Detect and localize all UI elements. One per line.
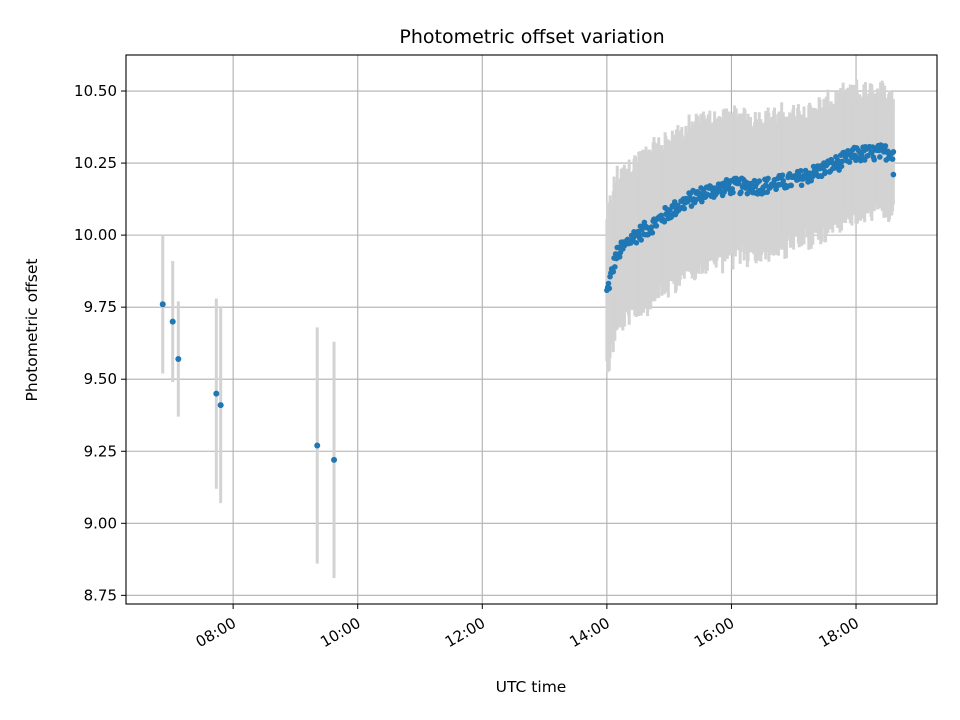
data-point (808, 177, 814, 184)
x-tick-label: 10:00 (317, 614, 363, 651)
x-tick-label: 18:00 (816, 614, 862, 651)
y-tick-label: 9.75 (84, 298, 117, 316)
plot-frame (125, 54, 938, 605)
y-tick-label: 9.25 (84, 442, 117, 460)
data-point (638, 237, 644, 243)
data-point (788, 182, 795, 189)
data-point (612, 264, 618, 270)
data-point (764, 189, 771, 195)
data-point (169, 318, 176, 325)
x-tick-label: 08:00 (193, 614, 239, 651)
data-point (175, 356, 182, 363)
y-tick-label: 9.00 (84, 514, 117, 532)
data-point (633, 239, 640, 246)
data-point (213, 390, 220, 397)
data-point (730, 189, 736, 196)
data-point (649, 229, 656, 236)
x-tick-label: 14:00 (566, 614, 612, 651)
data-point (331, 456, 338, 463)
data-point (653, 223, 660, 229)
error-bar-layer (161, 79, 895, 579)
data-point (839, 158, 846, 165)
data-point (882, 143, 889, 149)
chart-title: Photometric offset variation (399, 26, 664, 48)
x-tick-label: 12:00 (442, 614, 488, 651)
data-point (890, 171, 897, 178)
data-point (616, 254, 623, 260)
y-tick-label: 10.50 (74, 82, 117, 100)
data-point (890, 149, 897, 155)
data-point (871, 156, 878, 163)
data-point (889, 156, 896, 162)
data-point (798, 167, 804, 174)
data-point (610, 268, 617, 275)
data-point (606, 285, 613, 292)
y-tick-label: 10.25 (74, 154, 117, 172)
data-point (822, 169, 829, 175)
data-point (681, 205, 688, 212)
data-point (846, 159, 853, 165)
x-axis-ticks: 08:00 10:00 12:00 14:00 16:00 18:00 (193, 604, 862, 651)
data-point (877, 154, 883, 160)
data-point (838, 163, 845, 170)
data-point (217, 402, 224, 409)
data-point (605, 280, 612, 287)
y-tick-label: 10.00 (74, 226, 117, 244)
data-point (661, 219, 668, 225)
data-point (780, 177, 787, 184)
y-axis-label: Photometric offset (23, 259, 41, 402)
y-tick-label: 9.50 (84, 370, 117, 388)
y-axis-ticks: 8.75 9.00 9.25 9.50 9.75 10.00 10.25 10.50 (74, 82, 126, 604)
data-point (738, 189, 744, 195)
data-point (779, 172, 786, 178)
data-point (159, 301, 166, 308)
data-point (314, 442, 321, 449)
data-point (756, 178, 763, 184)
data-point (798, 182, 805, 189)
y-tick-label: 8.75 (84, 586, 117, 604)
point-layer (159, 142, 897, 463)
data-point (765, 175, 771, 182)
data-point (869, 149, 875, 156)
x-tick-label: 16:00 (691, 614, 737, 651)
data-point (699, 198, 705, 205)
x-axis-label: UTC time (496, 678, 567, 696)
